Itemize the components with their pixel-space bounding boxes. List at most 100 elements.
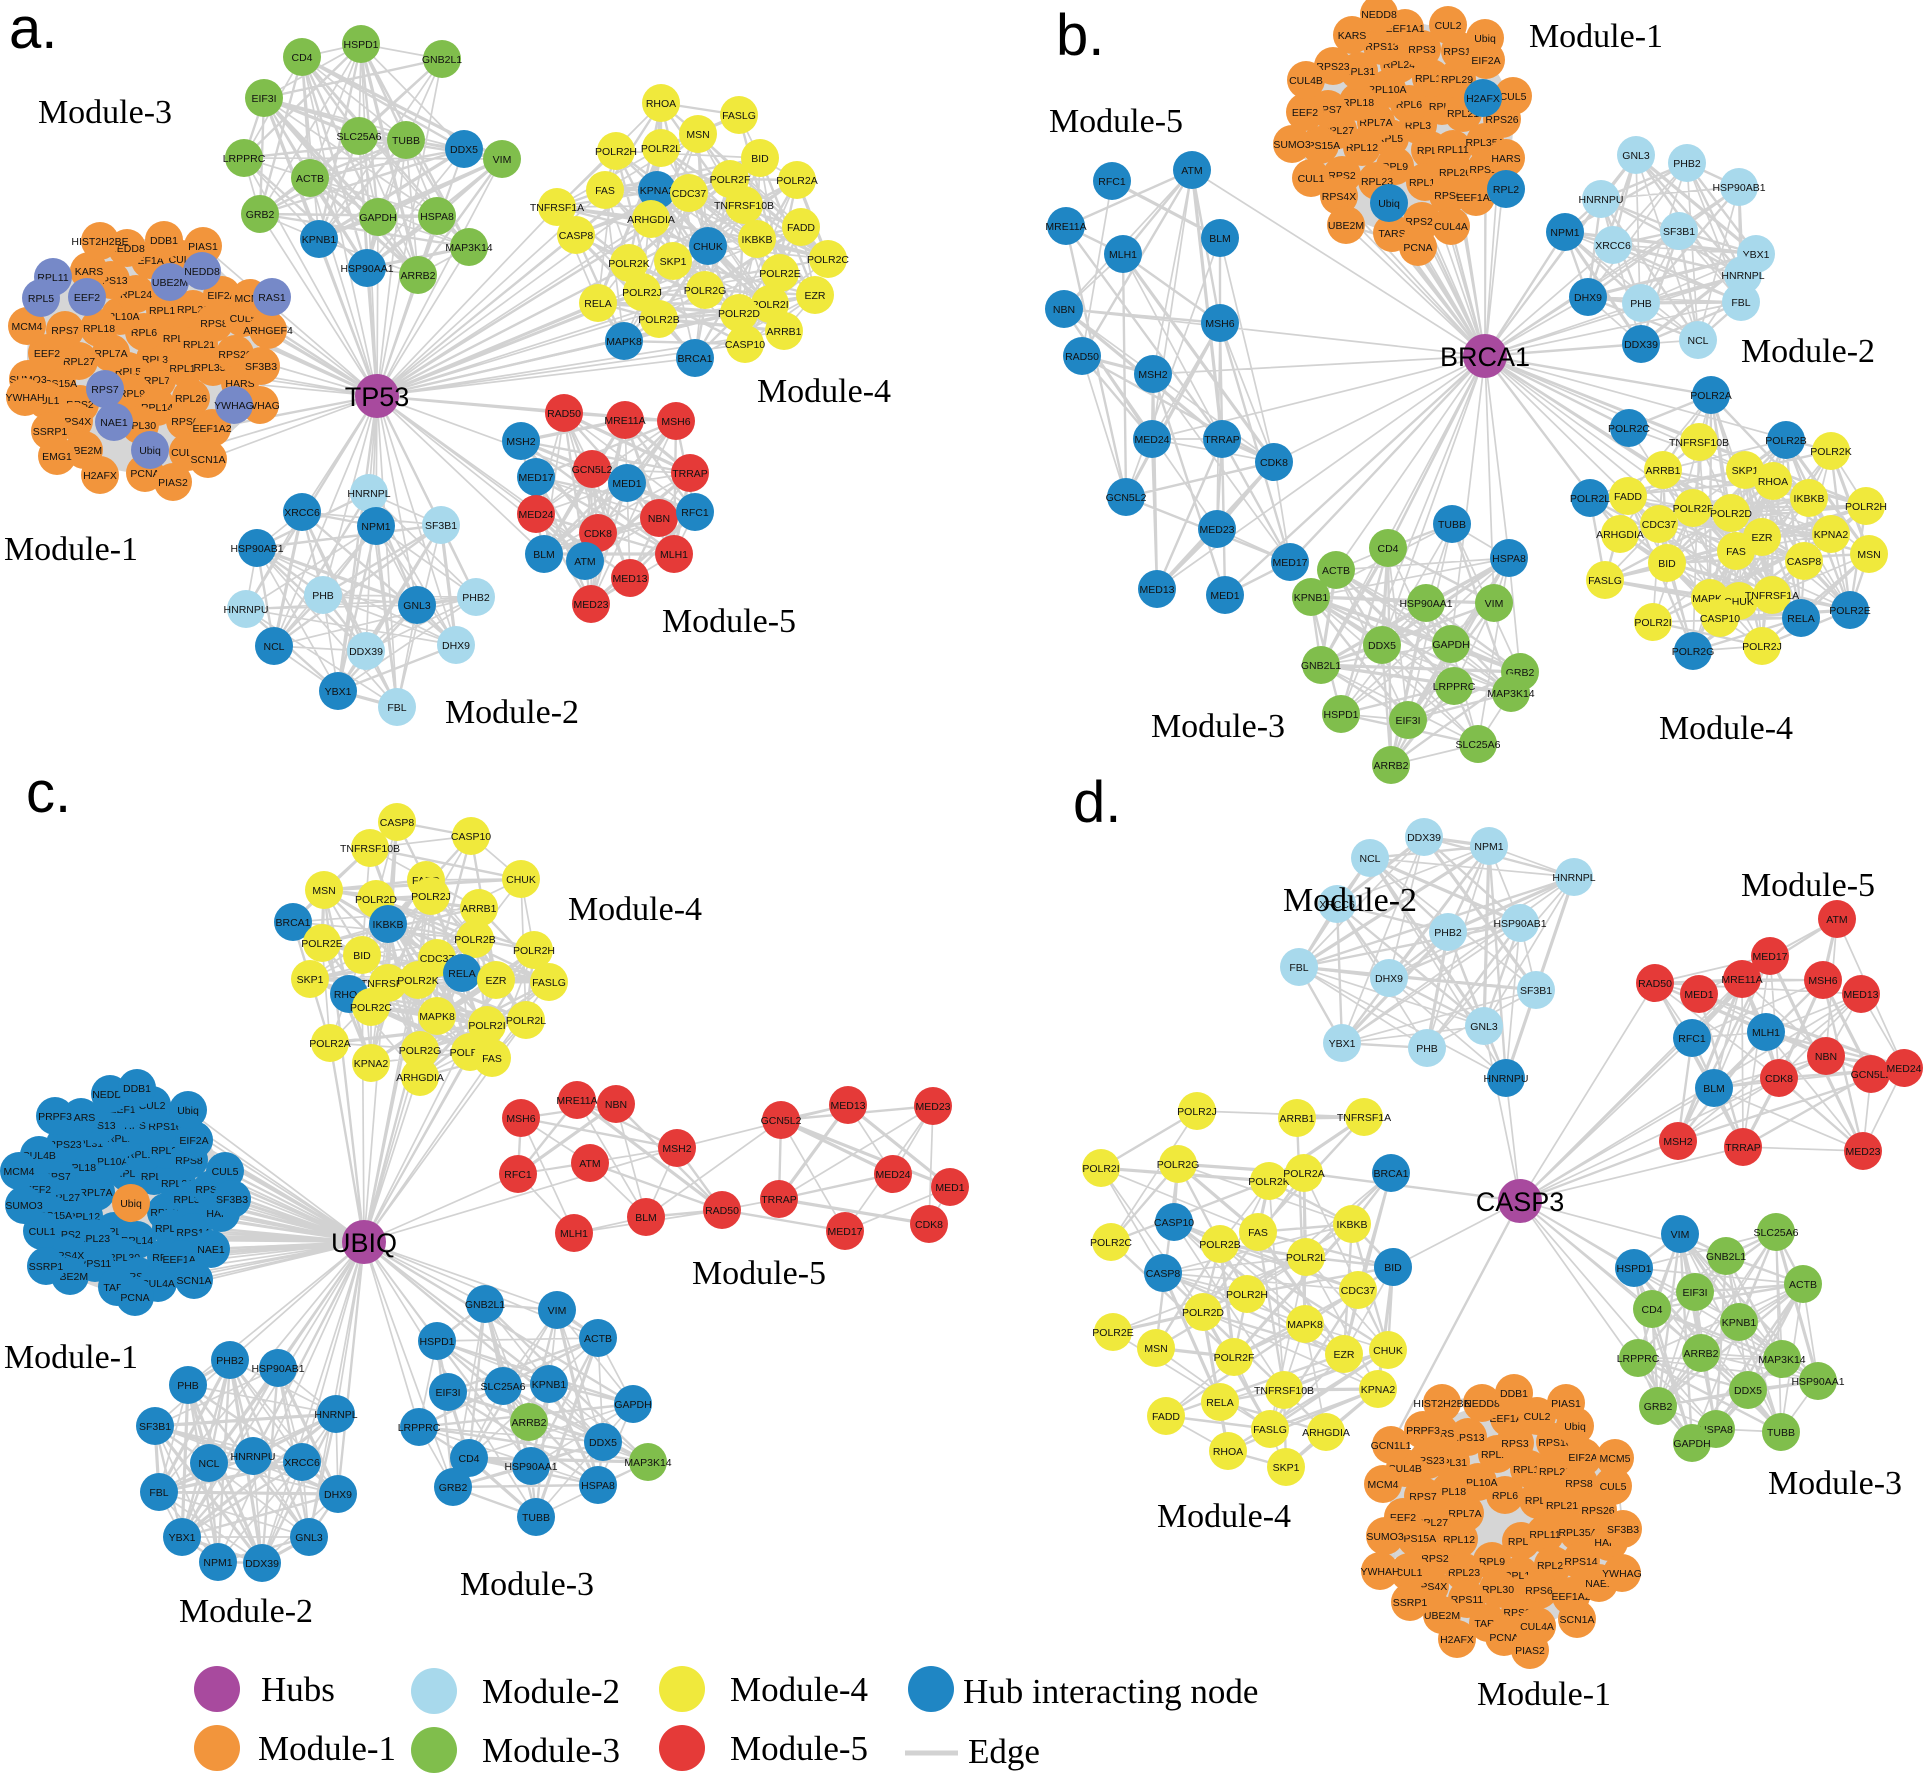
svg-text:CASP10: CASP10	[1154, 1217, 1194, 1229]
svg-text:YWHAH: YWHAH	[1360, 1566, 1399, 1578]
svg-text:RPS3: RPS3	[1408, 44, 1436, 56]
svg-text:ACTB: ACTB	[296, 173, 324, 185]
svg-text:FASLG: FASLG	[1253, 1424, 1287, 1436]
svg-text:EEF2: EEF2	[1292, 107, 1318, 119]
svg-text:IKBKB: IKBKB	[1337, 1219, 1368, 1231]
svg-text:HSP90AA1: HSP90AA1	[340, 263, 393, 275]
svg-text:POLR2K: POLR2K	[1810, 446, 1851, 458]
svg-text:MAP3K14: MAP3K14	[1487, 688, 1534, 700]
svg-text:RPS6: RPS6	[171, 416, 199, 428]
svg-text:POLR2D: POLR2D	[355, 894, 397, 906]
svg-text:ACTB: ACTB	[1322, 565, 1350, 577]
svg-text:GAPDH: GAPDH	[614, 1399, 651, 1411]
svg-text:TNFRSF10B: TNFRSF10B	[714, 200, 774, 212]
svg-text:GAPDH: GAPDH	[1673, 1438, 1710, 1450]
svg-text:SLC25A6: SLC25A6	[1754, 1227, 1799, 1239]
svg-text:Edge: Edge	[968, 1732, 1040, 1771]
svg-text:a.: a.	[9, 0, 57, 61]
svg-text:RPS7: RPS7	[91, 384, 119, 396]
svg-text:POLR2B: POLR2B	[638, 314, 679, 326]
svg-text:MED23: MED23	[915, 1101, 950, 1113]
svg-text:Module-4: Module-4	[730, 1670, 868, 1709]
svg-text:POLR2J: POLR2J	[1177, 1106, 1217, 1118]
svg-text:MSH6: MSH6	[1808, 975, 1837, 987]
svg-text:YWHAG: YWHAG	[214, 400, 254, 412]
svg-text:RPS23: RPS23	[1316, 61, 1349, 73]
svg-text:POLR2B: POLR2B	[1199, 1239, 1240, 1251]
svg-text:FASLG: FASLG	[532, 977, 566, 989]
svg-text:PCNA: PCNA	[1489, 1632, 1518, 1644]
svg-text:TUBB: TUBB	[1438, 519, 1466, 531]
svg-text:POLR2F: POLR2F	[1214, 1352, 1255, 1364]
svg-text:ARRB1: ARRB1	[1279, 1113, 1314, 1125]
svg-text:GNL3: GNL3	[295, 1532, 323, 1544]
svg-text:FASLG: FASLG	[722, 110, 756, 122]
svg-text:FASLG: FASLG	[1588, 575, 1622, 587]
svg-text:POLR2K: POLR2K	[608, 258, 649, 270]
svg-text:Module-2: Module-2	[482, 1672, 620, 1711]
svg-text:MLH1: MLH1	[1752, 1027, 1780, 1039]
svg-text:CDC37: CDC37	[1341, 1285, 1376, 1297]
svg-text:MSH6: MSH6	[661, 416, 690, 428]
svg-text:PHB: PHB	[177, 1380, 199, 1392]
svg-text:POLR2A: POLR2A	[309, 1038, 350, 1050]
svg-text:EZR: EZR	[805, 290, 826, 302]
svg-text:RPL21: RPL21	[1546, 1500, 1578, 1512]
svg-text:MED23: MED23	[573, 599, 608, 611]
svg-text:CUL1: CUL1	[29, 1226, 56, 1238]
svg-text:UBE2M: UBE2M	[1424, 1610, 1460, 1622]
svg-text:DDX39: DDX39	[1624, 339, 1658, 351]
svg-text:RHOA: RHOA	[1758, 476, 1788, 488]
svg-text:LRPPRC: LRPPRC	[1617, 1353, 1660, 1365]
svg-text:SF3B3: SF3B3	[1607, 1524, 1639, 1536]
svg-text:BID: BID	[751, 153, 769, 165]
svg-text:POLR2G: POLR2G	[1157, 1159, 1200, 1171]
svg-text:ARRB2: ARRB2	[400, 270, 435, 282]
svg-text:POLR2D: POLR2D	[718, 308, 760, 320]
svg-text:SSRP1: SSRP1	[33, 426, 68, 438]
svg-text:DDB1: DDB1	[123, 1083, 151, 1095]
svg-text:MED24: MED24	[1886, 1063, 1921, 1075]
svg-text:DDX39: DDX39	[245, 1558, 279, 1570]
svg-text:Module-2: Module-2	[1741, 333, 1875, 370]
svg-text:RPS6: RPS6	[1434, 190, 1462, 202]
svg-text:CD4: CD4	[291, 52, 312, 64]
svg-text:MSN: MSN	[686, 129, 709, 141]
svg-text:MED24: MED24	[518, 509, 553, 521]
svg-text:SF3B1: SF3B1	[1520, 985, 1552, 997]
svg-text:KPNB1: KPNB1	[1722, 1317, 1757, 1329]
svg-text:POLR2F: POLR2F	[710, 174, 751, 186]
svg-text:NPM1: NPM1	[361, 521, 390, 533]
svg-text:RPL26: RPL26	[1537, 1560, 1569, 1572]
svg-text:RPL18: RPL18	[1342, 97, 1374, 109]
svg-text:KPNB1: KPNB1	[302, 234, 337, 246]
svg-text:POLR2C: POLR2C	[350, 1002, 392, 1014]
svg-text:MAP3K14: MAP3K14	[1758, 1354, 1805, 1366]
svg-text:EIF2A: EIF2A	[179, 1135, 208, 1147]
svg-text:VIM: VIM	[548, 1305, 567, 1317]
svg-text:GNB2L1: GNB2L1	[465, 1299, 505, 1311]
svg-text:MED1: MED1	[612, 478, 641, 490]
svg-text:DDX5: DDX5	[450, 144, 478, 156]
svg-text:HIST2H2BE: HIST2H2BE	[1413, 1398, 1470, 1410]
svg-text:Module-1: Module-1	[4, 1339, 138, 1376]
svg-text:Module-5: Module-5	[1049, 103, 1183, 140]
svg-text:Module-1: Module-1	[1477, 1676, 1611, 1713]
svg-text:YWHAH: YWHAH	[5, 392, 44, 404]
svg-text:POLR2A: POLR2A	[776, 175, 817, 187]
svg-text:ACTB: ACTB	[584, 1333, 612, 1345]
svg-text:DHX9: DHX9	[324, 1489, 352, 1501]
svg-text:MED24: MED24	[875, 1169, 910, 1181]
svg-text:BLM: BLM	[1209, 233, 1231, 245]
svg-text:POLR2H: POLR2H	[1845, 501, 1887, 513]
svg-text:RPL7A: RPL7A	[1448, 1508, 1481, 1520]
svg-text:Ubiq: Ubiq	[177, 1105, 199, 1117]
svg-text:RELA: RELA	[584, 298, 611, 310]
svg-text:MRE11A: MRE11A	[1721, 974, 1762, 986]
svg-text:RPL7: RPL7	[144, 375, 170, 387]
svg-text:RPL23: RPL23	[78, 1233, 110, 1245]
svg-text:SCN1A: SCN1A	[176, 1275, 211, 1287]
svg-text:Module-2: Module-2	[1283, 882, 1417, 919]
svg-text:YBX1: YBX1	[1329, 1038, 1356, 1050]
svg-text:XRCC6: XRCC6	[284, 507, 320, 519]
